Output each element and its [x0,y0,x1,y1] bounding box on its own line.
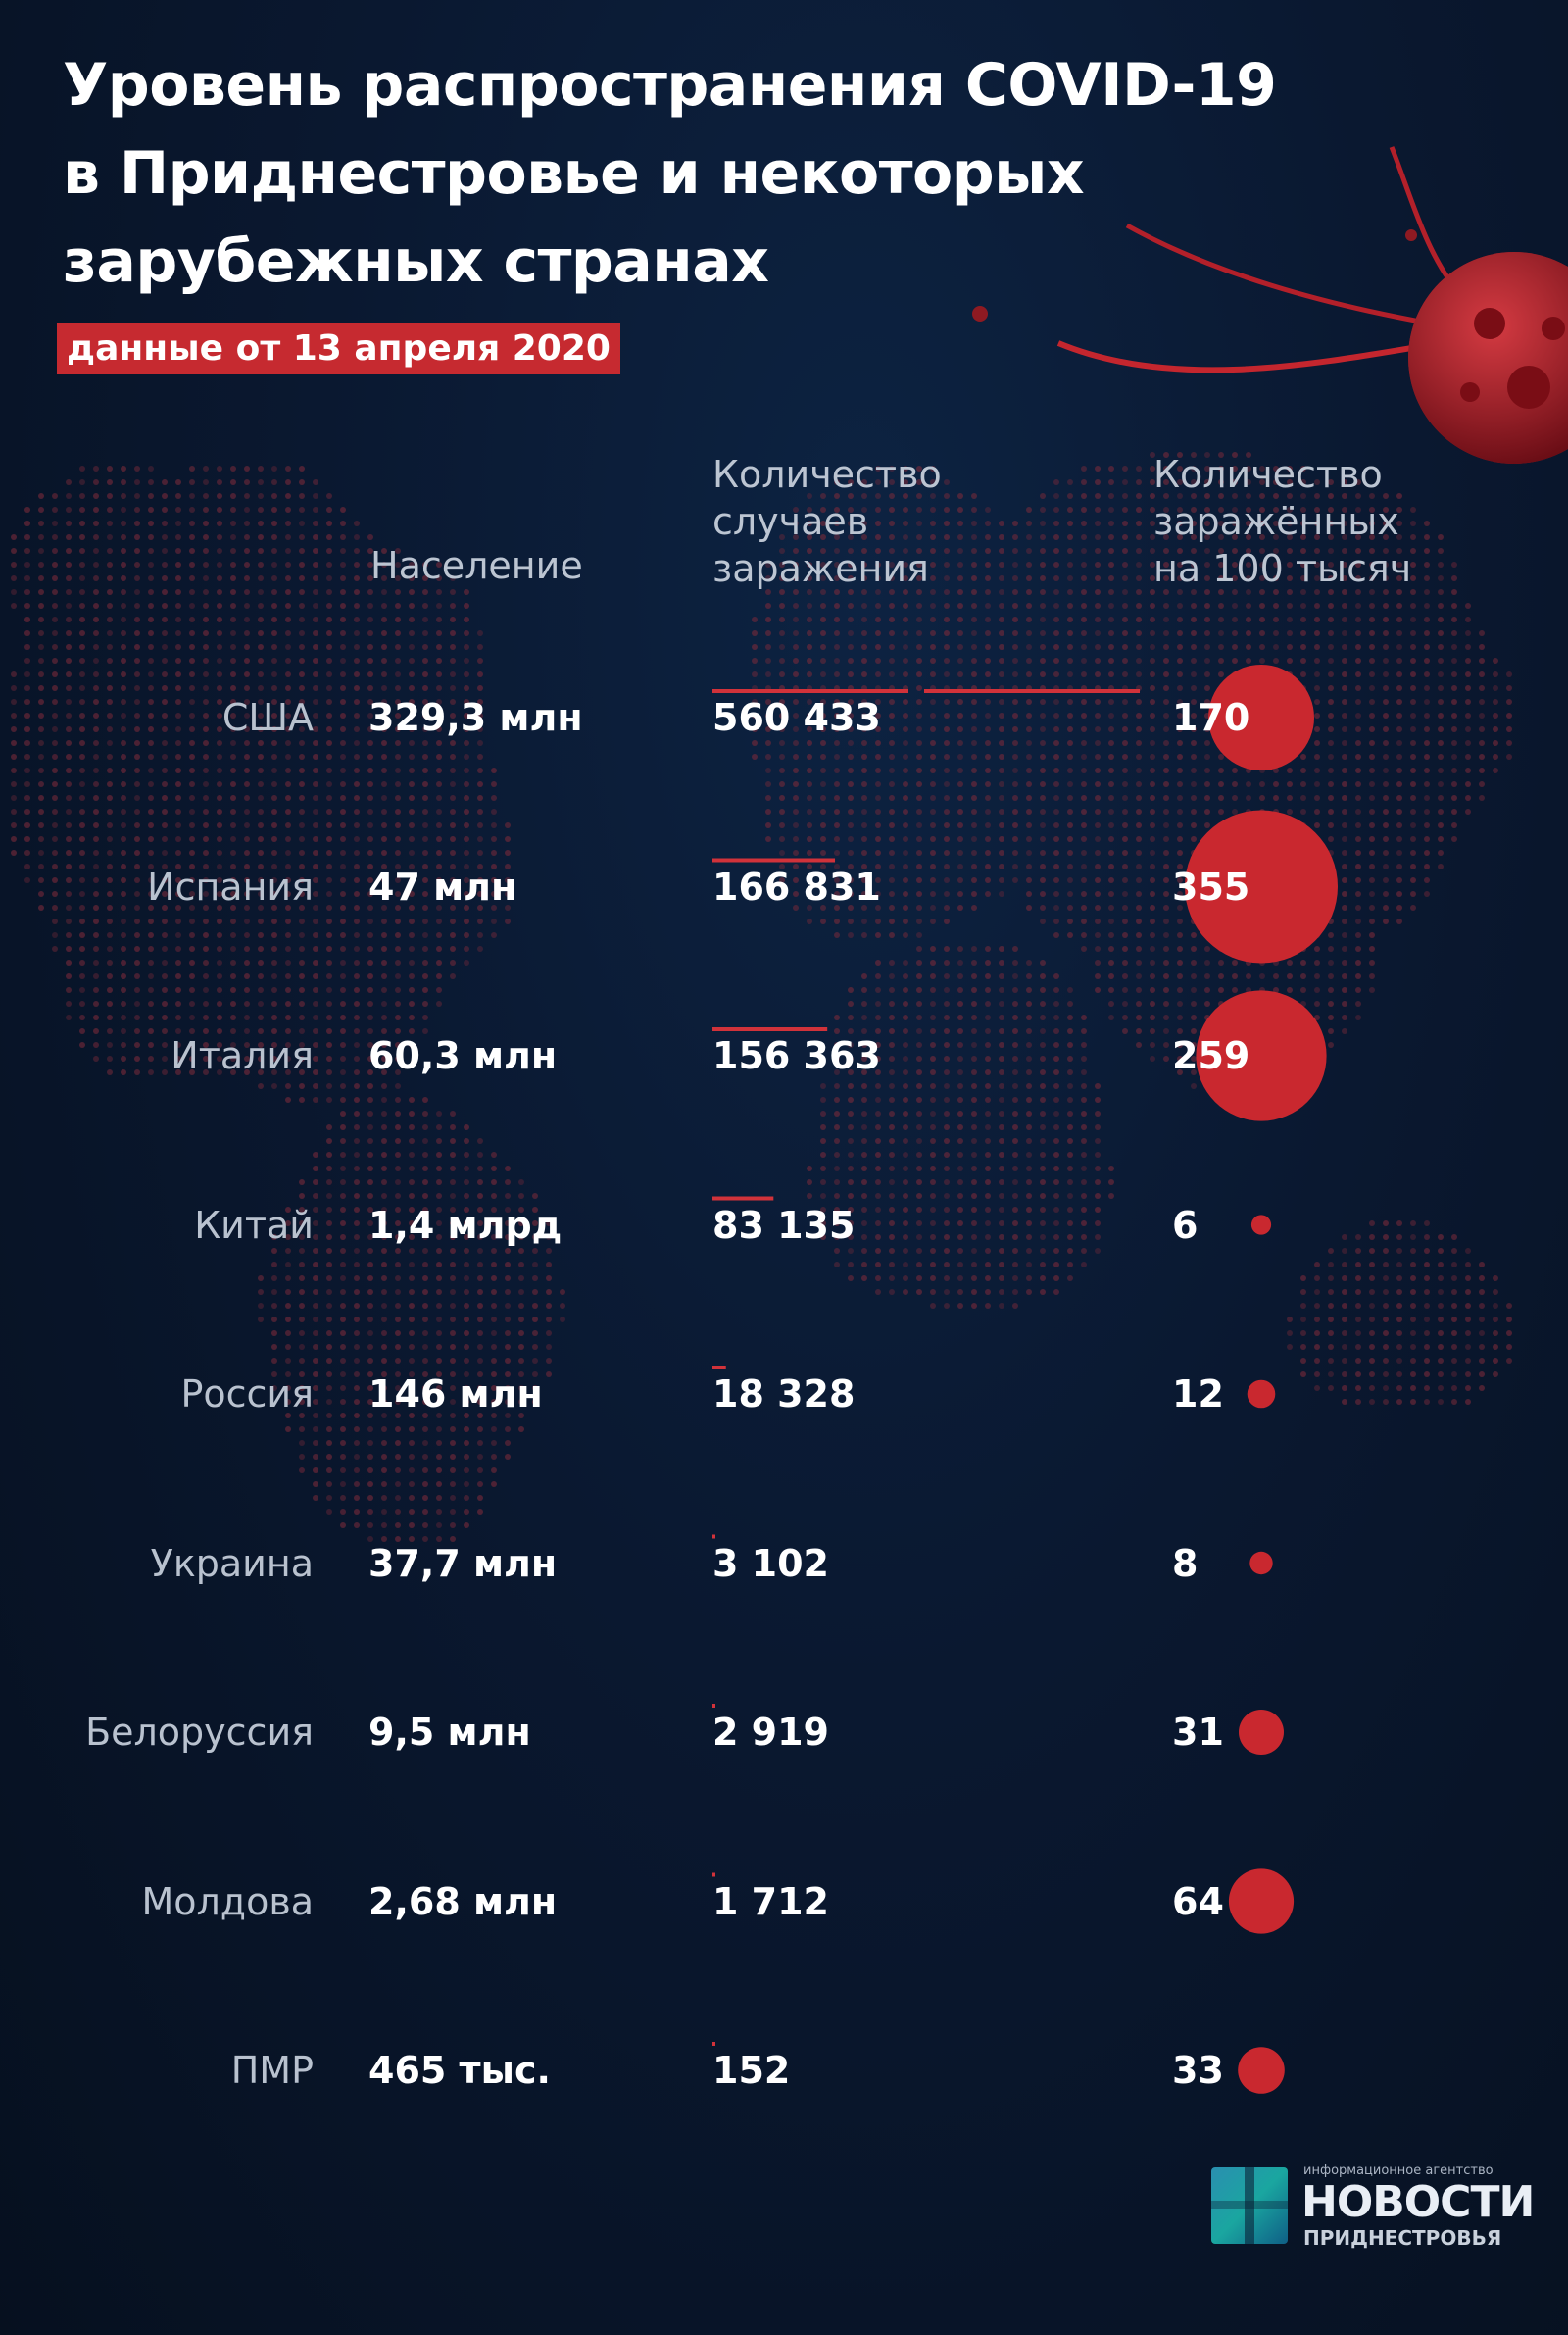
date-badge: данные от 13 апреля 2020 [57,323,620,374]
cases-bar-extension [924,689,1140,693]
per100k-bubble [1239,1710,1284,1755]
cases-value: 1 712 [712,1879,829,1923]
population-value: 37,7 млн [368,1541,558,1585]
per100k-value: 64 [1172,1879,1224,1923]
header-cases-line-1: Количество [712,453,942,496]
cases-bar [712,1027,828,1031]
cases-value: 166 831 [712,865,881,909]
population-value: 1,4 млрд [368,1203,563,1247]
per100k-bubble [1196,990,1327,1121]
per100k-bubble [1238,2047,1285,2094]
cases-bar [712,2042,715,2046]
population-value: 60,3 млн [368,1034,558,1077]
per100k-value: 355 [1172,865,1250,909]
header-cases-line-2: случаев [712,500,869,543]
header-per100k-line-1: Количество [1153,453,1383,496]
population-value: 146 млн [368,1372,543,1416]
per100k-bubble [1185,810,1338,964]
logo-name: НОВОСТИ [1301,2177,1535,2227]
country-label: Китай [194,1203,314,1247]
country-label: Белоруссия [85,1711,314,1754]
header-per100k-line-3: на 100 тысяч [1153,547,1412,590]
cases-bar [712,1872,715,1877]
population-value: 9,5 млн [368,1711,531,1754]
per100k-value: 12 [1172,1372,1224,1416]
title-line-1: Уровень распространения COVID-19 [63,51,1277,120]
per100k-value: 259 [1172,1034,1250,1077]
per100k-value: 170 [1172,696,1250,739]
country-label: Италия [171,1034,314,1077]
country-label: США [221,696,314,739]
country-label: Россия [180,1372,314,1416]
header-population-line: Население [370,544,583,587]
per100k-bubble [1208,665,1314,770]
country-label: Украина [150,1541,314,1585]
per100k-bubble [1247,1379,1276,1409]
country-label: Молдова [141,1879,314,1923]
per100k-value: 6 [1172,1203,1199,1247]
per100k-bubble [1228,1868,1295,1934]
country-label: ПМР [230,2049,314,2092]
cases-value: 2 919 [712,1711,829,1754]
virus-icon [972,146,1568,464]
cases-value: 18 328 [712,1372,856,1416]
cases-value: 152 [712,2049,791,2092]
cases-bar [712,689,908,693]
population-value: 2,68 млн [368,1879,558,1923]
population-value: 465 тыс. [368,2049,551,2092]
header-per100k: Количество заражённых на 100 тысяч [1153,451,1411,592]
cases-value: 83 135 [712,1203,856,1247]
cases-bar [712,1366,726,1369]
logo-tagline: информационное агентство [1303,2163,1494,2178]
page-title: Уровень распространения COVID-19 в Придн… [63,41,1454,306]
header-cases: Количество случаев заражения [712,451,942,592]
per100k-bubble [1250,1215,1272,1235]
cases-value: 156 363 [712,1034,881,1077]
country-label: Испания [147,865,314,909]
population-value: 329,3 млн [368,696,583,739]
header-per100k-line-2: заражённых [1153,500,1399,543]
logo-subtitle: ПРИДНЕСТРОВЬЯ [1303,2226,1502,2250]
cases-bar [712,1196,774,1201]
title-line-2: в Приднестровье и некоторых [63,139,1085,208]
cases-value: 560 433 [712,696,881,739]
cases-bar [712,858,836,863]
cases-value: 3 102 [712,1541,829,1585]
header-population: Население [370,542,583,589]
cases-bar [712,1534,715,1539]
news-agency-logo: информационное агентство НОВОСТИ ПРИДНЕС… [1211,2163,1535,2252]
per100k-bubble [1250,1551,1273,1575]
per100k-value: 31 [1172,1711,1224,1754]
per100k-value: 8 [1172,1541,1199,1585]
header-cases-line-3: заражения [712,547,929,590]
logo-mark-icon [1211,2167,1288,2244]
population-value: 47 млн [368,865,517,909]
per100k-value: 33 [1172,2049,1224,2092]
title-line-3: зарубежных странах [63,227,769,296]
cases-bar [712,1704,715,1708]
